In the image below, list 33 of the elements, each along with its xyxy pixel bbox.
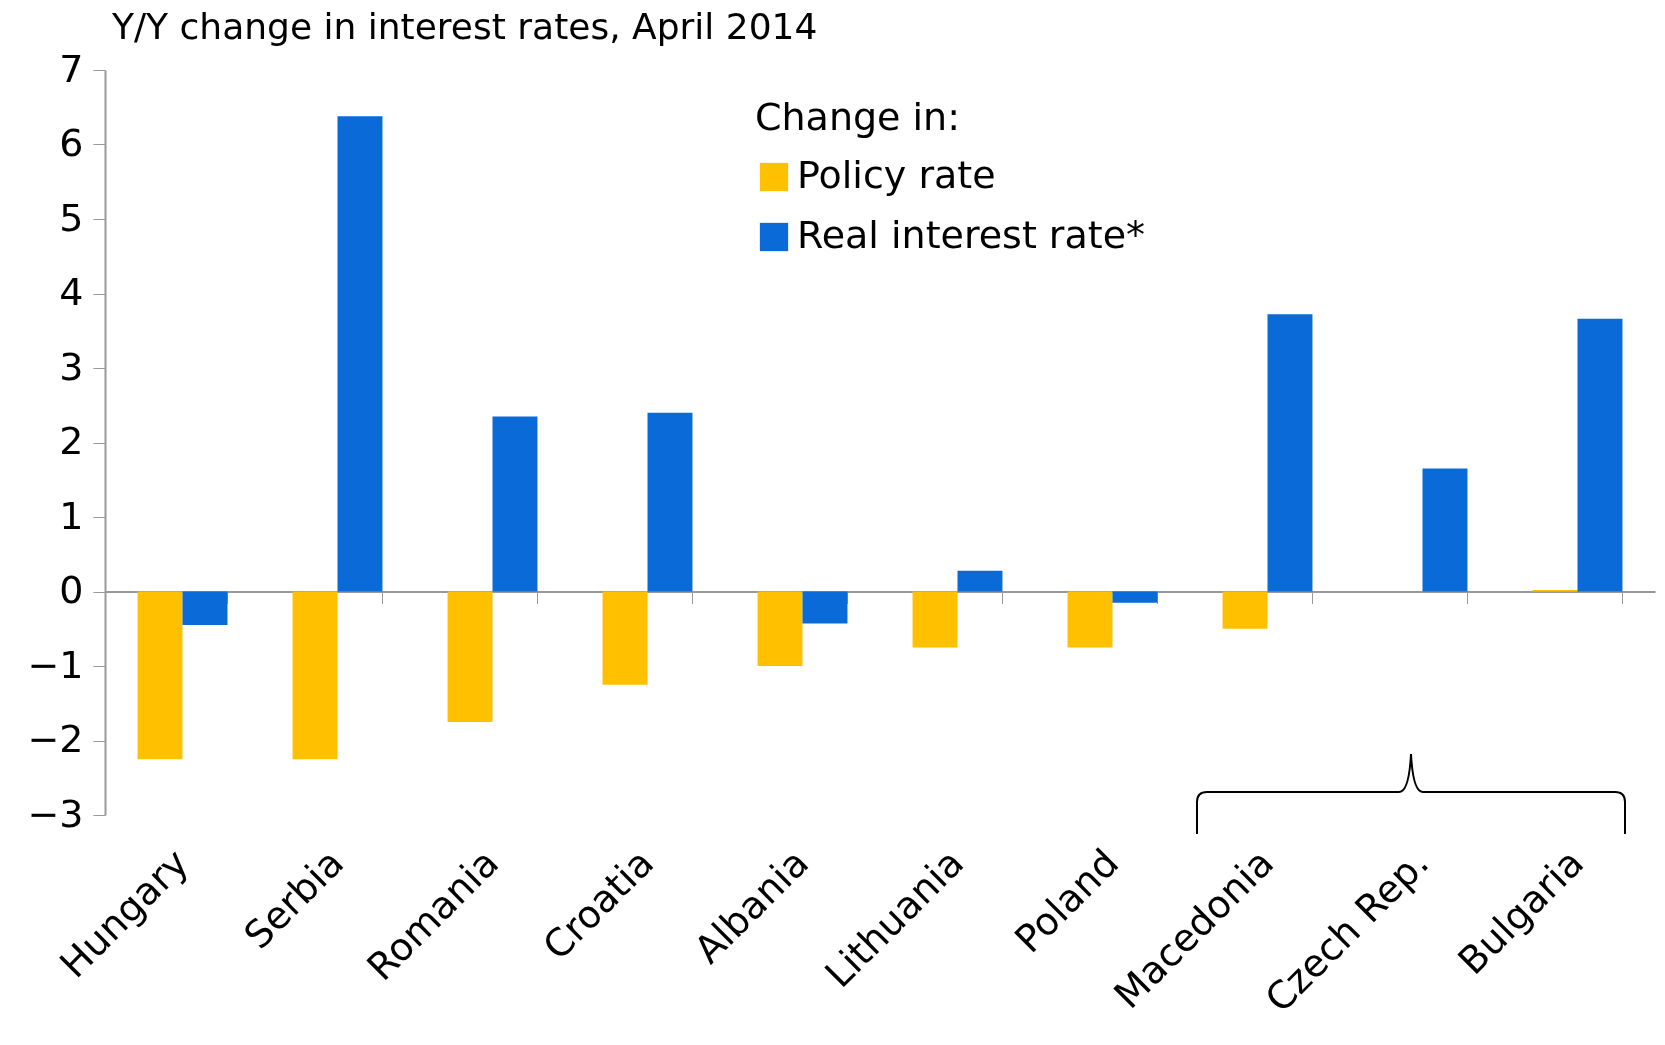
y-tick-label: −2 [27,717,84,761]
bar [1222,591,1268,629]
bar [292,591,338,760]
bar [182,591,228,626]
y-tick-label: 0 [59,568,84,612]
bar [492,416,538,592]
y-tick-label: 4 [59,270,84,314]
bar [602,591,648,685]
bar [447,591,493,722]
y-tick-label: −1 [27,642,84,687]
y-tick-label: 7 [59,46,84,91]
y-tick-label: −3 [27,791,84,836]
bar [137,591,183,760]
bar [802,591,848,624]
bar [1422,468,1468,592]
y-tick-label: 6 [59,121,84,165]
bar [1577,318,1623,592]
bar [757,591,803,666]
bar [1067,591,1113,648]
bar [957,570,1003,592]
bar [647,412,693,592]
y-tick-label: 3 [59,344,84,389]
bar [912,591,958,648]
y-tick-label: 2 [59,419,84,463]
bar [1112,591,1158,603]
y-tick-label: 1 [59,493,84,538]
bar [337,116,383,592]
legend-label: Policy rate [797,153,996,197]
y-tick-label: 5 [59,195,84,240]
chart-title: Y/Y change in interest rates, April 2014 [112,6,818,47]
bar [1267,314,1313,592]
legend-title: Change in: [755,95,961,139]
legend-label: Real interest rate* [797,213,1146,257]
